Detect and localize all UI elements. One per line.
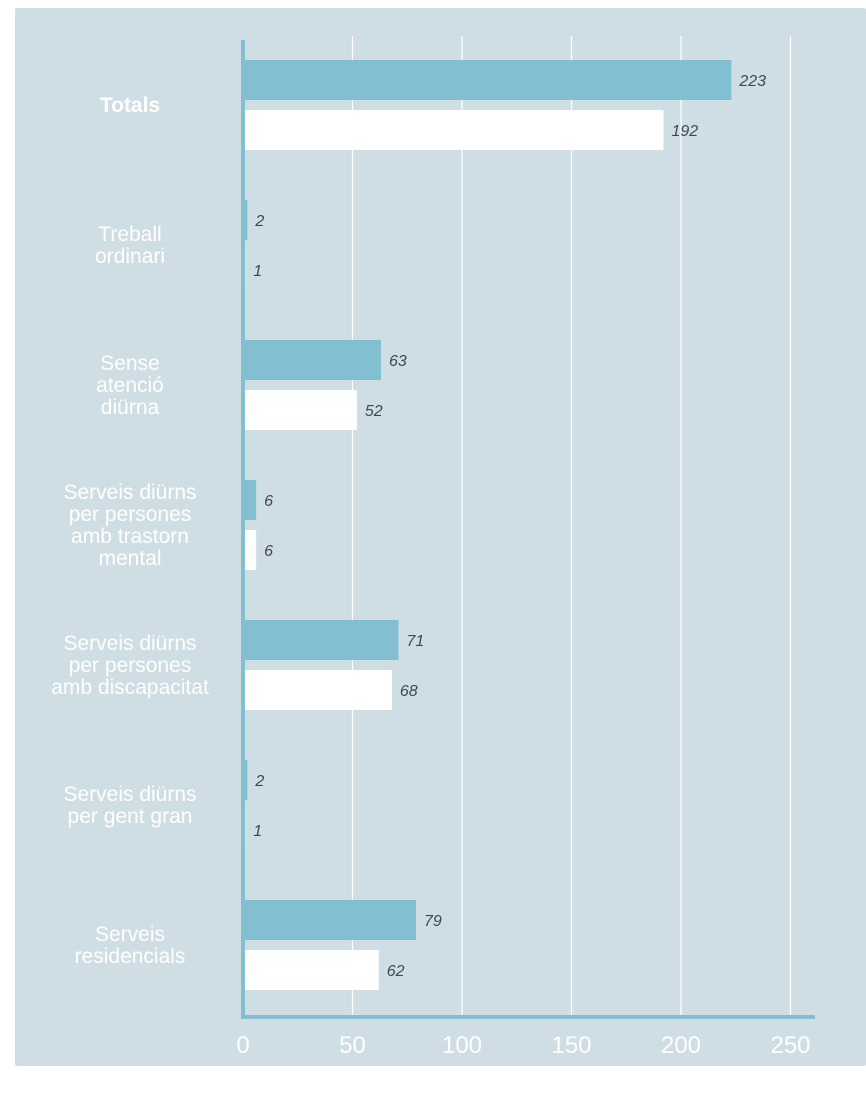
gridlines [351,36,792,1017]
bar-6-series-1 [243,760,248,800]
value-label-5-series-1: 71 [406,633,424,650]
bar-7-series-1 [243,900,417,940]
value-label-2-series-1: 2 [254,213,264,230]
bar-7-series-2 [243,950,379,990]
bar-3-series-1 [243,340,381,380]
x-tick-label-50: 50 [339,1032,366,1059]
bar-4-series-2 [243,530,257,570]
bar-4-series-1 [243,480,257,520]
value-label-4-series-2: 6 [264,543,273,560]
value-label-3-series-2: 52 [365,403,383,420]
bar-chart: 223 192 Totals 2 1 Treball ordinari 63 52 Sense at… [51,36,815,1059]
category-label-5: Serveis diürns per persones amb discapacit… [51,632,209,699]
bar-3-series-2 [243,390,357,430]
x-tick-label-250: 250 [770,1032,810,1059]
value-label-6-series-2: 1 [253,823,262,840]
bar-5-series-1 [243,620,399,660]
value-label-5-series-2: 68 [400,683,418,700]
axes [241,40,815,1019]
category-label-4: Serveis diürns per persones amb trastorn me… [63,481,196,570]
value-label-2-series-2: 1 [253,263,262,280]
category-label-7: Serveis residencials [75,923,186,968]
category-label-2: Treball ordinari [95,223,165,268]
value-label-6-series-1: 2 [254,773,264,790]
labels: 223 192 Totals 2 1 Treball ordinari 63 52 Sense at… [51,73,810,1059]
value-label-1-series-1: 223 [738,73,766,90]
bars [243,60,732,990]
bar-2-series-1 [243,200,248,240]
value-label-7-series-1: 79 [424,913,442,930]
chart-panel: 223 192 Totals 2 1 Treball ordinari 63 52 Sense at… [15,8,866,1066]
x-tick-label-0: 0 [236,1032,249,1059]
bar-5-series-2 [243,670,392,710]
category-label-1: Totals [100,94,160,117]
value-label-1-series-2: 192 [671,123,698,140]
x-tick-label-150: 150 [551,1032,591,1059]
value-label-4-series-1: 6 [264,493,273,510]
bar-1-series-2 [243,110,664,150]
category-label-3: Sense atenció diürna [96,352,164,419]
x-tick-label-200: 200 [661,1032,701,1059]
x-tick-label-100: 100 [442,1032,482,1059]
value-label-3-series-1: 63 [389,353,407,370]
value-label-7-series-2: 62 [387,963,405,980]
bar-1-series-1 [243,60,732,100]
category-label-6: Serveis diürns per gent gran [63,783,196,828]
